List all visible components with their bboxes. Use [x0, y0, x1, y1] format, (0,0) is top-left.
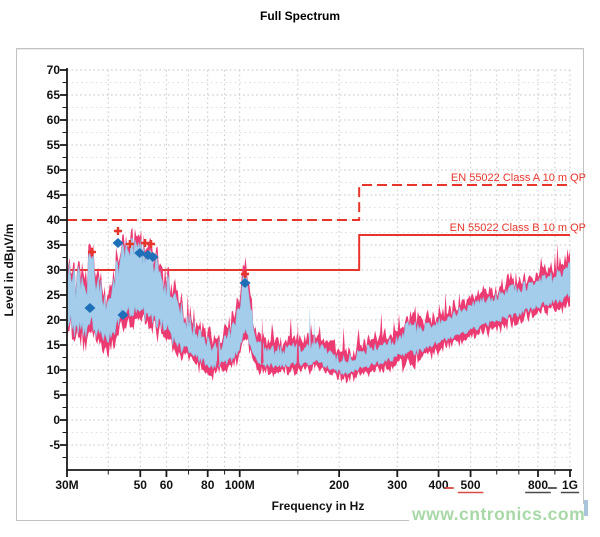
y-tick-label: 5 [53, 388, 60, 402]
x-tick-label: 200 [329, 478, 349, 492]
legend-label-class-a: EN 55022 Class A 10 m QP [451, 172, 586, 184]
spectrum-spike [312, 318, 316, 362]
y-tick-label: 40 [47, 213, 61, 227]
y-tick-label: 65 [47, 88, 61, 102]
x-axis-title: Frequency in Hz [272, 499, 365, 513]
diamond-marker [84, 303, 96, 313]
markers [84, 227, 251, 320]
plus-marker [113, 227, 122, 235]
y-tick-label: 55 [47, 138, 61, 152]
plus-marker [87, 248, 96, 256]
spectrum-spike [260, 317, 264, 364]
diamond-marker [239, 278, 251, 288]
chart-panel [16, 48, 584, 521]
x-tick-label: 30M [55, 478, 78, 492]
y-tick-label: -5 [49, 438, 60, 452]
x-tick-label: 1G [562, 478, 578, 492]
legend-label-class-b: EN 55022 Class B 10 m QP [450, 222, 586, 234]
x-tick-label: 50 [134, 478, 148, 492]
y-tick-label: 15 [47, 338, 61, 352]
spectrum-spike [308, 304, 312, 363]
average-trace [66, 236, 571, 376]
spectrum-spike [216, 332, 220, 365]
x-tick-label: 100M [225, 478, 255, 492]
x-tick-label: 500 [461, 478, 481, 492]
diamond-marker [117, 310, 129, 320]
diamond-marker [112, 238, 124, 248]
limit-line-class-a [67, 184, 570, 221]
x-tick-label: 800 [528, 478, 548, 492]
y-axis-title: Level in dBµV/m [2, 224, 16, 317]
limit-line-class-b [67, 234, 570, 271]
plus-marker [241, 270, 250, 278]
y-tick-label: 20 [47, 313, 61, 327]
diamond-marker [134, 248, 146, 258]
diamond-marker [147, 252, 159, 262]
scrollbar-artifact [584, 500, 588, 516]
y-tick-label: 60 [47, 113, 61, 127]
chart-title: Full Spectrum [259, 9, 340, 23]
y-tick-label: 70 [47, 63, 61, 77]
x-tick-label: 80 [201, 478, 215, 492]
y-tick-label: 25 [47, 288, 61, 302]
plus-marker [125, 240, 134, 248]
x-tick-label: 300 [387, 478, 407, 492]
y-tick-label: 50 [47, 163, 61, 177]
y-tick-label: 0 [53, 413, 60, 427]
plus-marker [147, 240, 156, 248]
y-tick-label: 30 [47, 263, 61, 277]
watermark: www.cntronics.com [409, 504, 589, 525]
axes [60, 68, 572, 477]
y-tick-label: 35 [47, 238, 61, 252]
y-tick-label: 10 [47, 363, 61, 377]
x-tick-label: 400 [429, 478, 449, 492]
series [66, 227, 571, 384]
y-tick-label: 45 [47, 188, 61, 202]
limit-lines: EN 55022 Class A 10 m QP EN 55022 Class B… [67, 172, 586, 271]
x-tick-label: 60 [160, 478, 174, 492]
spectrum-spike [296, 322, 300, 365]
